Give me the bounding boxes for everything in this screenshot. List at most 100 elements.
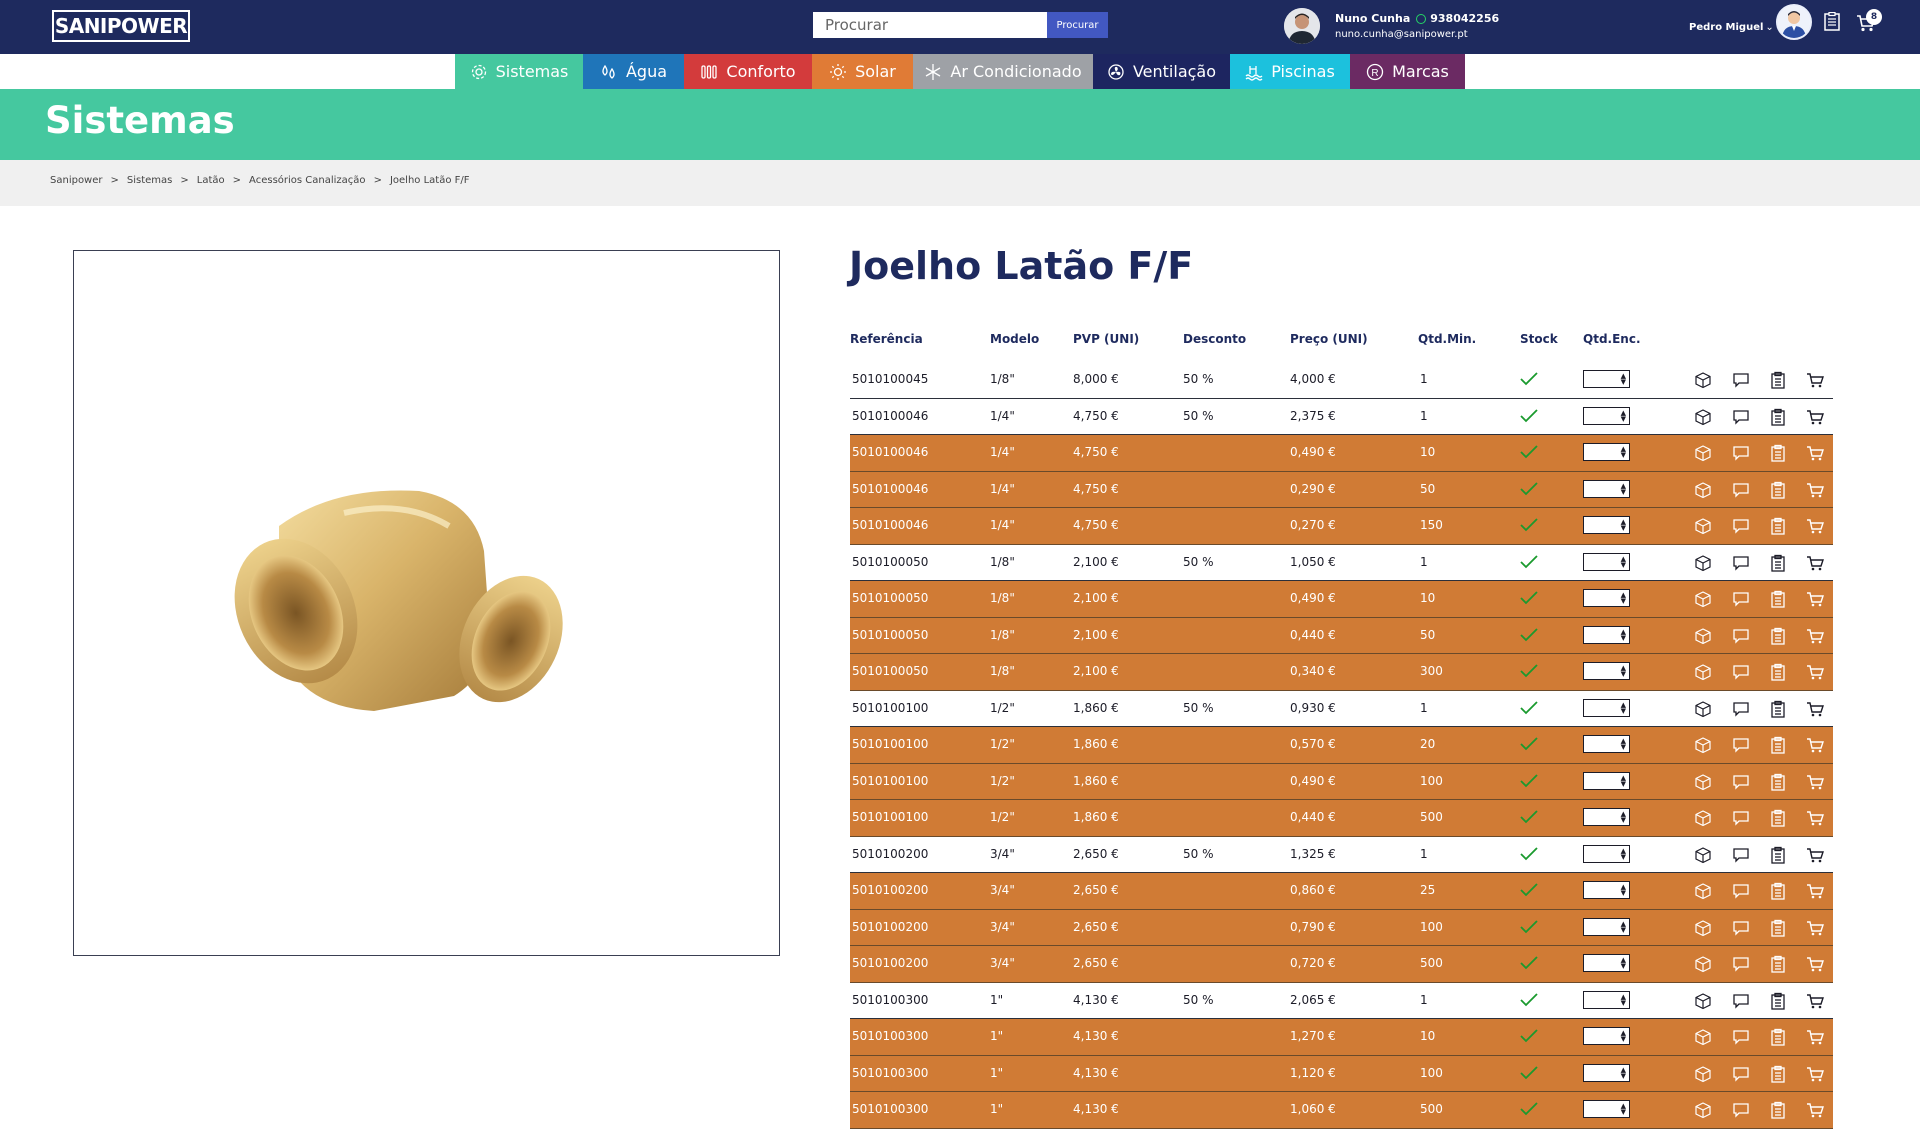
quantity-input[interactable]: ▲ ▼ <box>1583 990 1630 1009</box>
breadcrumb-item[interactable]: Acessórios Canalização <box>249 175 366 186</box>
package-icon[interactable] <box>1694 846 1712 864</box>
quantity-spinner-icon[interactable]: ▲ ▼ <box>1620 919 1626 934</box>
quantity-spinner-icon[interactable]: ▲ ▼ <box>1620 518 1626 532</box>
quantity-input[interactable]: ▲ ▼ <box>1583 735 1630 753</box>
comment-icon[interactable] <box>1732 663 1750 681</box>
package-icon[interactable] <box>1694 444 1712 462</box>
breadcrumb-item[interactable]: Sistemas <box>126 175 173 186</box>
clipboard-icon[interactable] <box>1769 1065 1787 1083</box>
quantity-input[interactable]: ▲ ▼ <box>1583 1027 1630 1045</box>
quantity-spinner-icon[interactable]: ▲ ▼ <box>1620 554 1626 569</box>
quantity-spinner-icon[interactable]: ▲ ▼ <box>1620 408 1626 423</box>
add-to-cart-icon[interactable] <box>1806 371 1824 389</box>
quantity-spinner-icon[interactable]: ▲ ▼ <box>1620 1029 1626 1043</box>
package-icon[interactable] <box>1694 408 1712 426</box>
package-icon[interactable] <box>1694 517 1712 535</box>
comment-icon[interactable] <box>1732 846 1750 864</box>
add-to-cart-icon[interactable] <box>1806 700 1824 718</box>
quantity-input[interactable]: ▲ ▼ <box>1583 552 1630 571</box>
package-icon[interactable] <box>1694 554 1712 572</box>
clipboard-icon[interactable] <box>1769 1028 1787 1046</box>
quantity-spinner-icon[interactable]: ▲ ▼ <box>1620 846 1626 861</box>
quantity-spinner-icon[interactable]: ▲ ▼ <box>1620 1065 1626 1080</box>
clipboard-list-icon[interactable] <box>1824 12 1840 31</box>
category-conforto[interactable]: Conforto <box>684 54 812 89</box>
user-avatar[interactable] <box>1776 4 1812 40</box>
quantity-spinner-icon[interactable]: ▲ ▼ <box>1620 883 1626 897</box>
quantity-input[interactable]: ▲ ▼ <box>1583 662 1630 680</box>
clipboard-icon[interactable] <box>1769 371 1787 389</box>
clipboard-icon[interactable] <box>1769 663 1787 681</box>
clipboard-icon[interactable] <box>1769 554 1787 572</box>
category-agua[interactable]: Água <box>583 54 684 89</box>
quantity-spinner-icon[interactable]: ▲ ▼ <box>1620 1102 1626 1116</box>
add-to-cart-icon[interactable] <box>1806 736 1824 754</box>
comment-icon[interactable] <box>1732 408 1750 426</box>
quantity-spinner-icon[interactable]: ▲ ▼ <box>1620 773 1626 788</box>
add-to-cart-icon[interactable] <box>1806 408 1824 426</box>
contact-phone[interactable]: 938042256 <box>1430 12 1500 25</box>
product-image[interactable] <box>73 250 780 956</box>
package-icon[interactable] <box>1694 1065 1712 1083</box>
clipboard-icon[interactable] <box>1769 700 1787 718</box>
category-piscinas[interactable]: Piscinas <box>1230 54 1350 89</box>
package-icon[interactable] <box>1694 627 1712 645</box>
add-to-cart-icon[interactable] <box>1806 846 1824 864</box>
quantity-input[interactable]: ▲ ▼ <box>1583 625 1630 644</box>
quantity-input[interactable]: ▲ ▼ <box>1583 589 1630 607</box>
clipboard-icon[interactable] <box>1769 736 1787 754</box>
quantity-input[interactable]: ▲ ▼ <box>1583 954 1630 972</box>
quantity-spinner-icon[interactable]: ▲ ▼ <box>1620 627 1626 642</box>
comment-icon[interactable] <box>1732 627 1750 645</box>
add-to-cart-icon[interactable] <box>1806 1101 1824 1119</box>
sanipower-logo[interactable]: SANIPOWER <box>52 10 190 42</box>
quantity-spinner-icon[interactable]: ▲ ▼ <box>1620 737 1626 751</box>
clipboard-icon[interactable] <box>1769 1101 1787 1119</box>
clipboard-icon[interactable] <box>1769 408 1787 426</box>
comment-icon[interactable] <box>1732 517 1750 535</box>
add-to-cart-icon[interactable] <box>1806 554 1824 572</box>
quantity-input[interactable]: ▲ ▼ <box>1583 479 1630 498</box>
quantity-spinner-icon[interactable]: ▲ ▼ <box>1620 992 1626 1007</box>
package-icon[interactable] <box>1694 955 1712 973</box>
clipboard-icon[interactable] <box>1769 809 1787 827</box>
search-input[interactable] <box>813 12 1048 38</box>
category-ventilacao[interactable]: Ventilação <box>1093 54 1230 89</box>
package-icon[interactable] <box>1694 992 1712 1010</box>
breadcrumb-item[interactable]: Sanipower <box>50 175 103 186</box>
clipboard-icon[interactable] <box>1769 590 1787 608</box>
comment-icon[interactable] <box>1732 736 1750 754</box>
quantity-spinner-icon[interactable]: ▲ ▼ <box>1620 445 1626 459</box>
add-to-cart-icon[interactable] <box>1806 773 1824 791</box>
add-to-cart-icon[interactable] <box>1806 444 1824 462</box>
comment-icon[interactable] <box>1732 955 1750 973</box>
comment-icon[interactable] <box>1732 919 1750 937</box>
quantity-input[interactable]: ▲ ▼ <box>1583 698 1630 717</box>
quantity-spinner-icon[interactable]: ▲ ▼ <box>1620 372 1626 386</box>
quantity-input[interactable]: ▲ ▼ <box>1583 1100 1630 1118</box>
package-icon[interactable] <box>1694 481 1712 499</box>
add-to-cart-icon[interactable] <box>1806 955 1824 973</box>
add-to-cart-icon[interactable] <box>1806 1028 1824 1046</box>
breadcrumb-item[interactable]: Latão <box>196 175 225 186</box>
add-to-cart-icon[interactable] <box>1806 809 1824 827</box>
add-to-cart-icon[interactable] <box>1806 517 1824 535</box>
quantity-spinner-icon[interactable]: ▲ ▼ <box>1620 481 1626 496</box>
add-to-cart-icon[interactable] <box>1806 1065 1824 1083</box>
clipboard-icon[interactable] <box>1769 627 1787 645</box>
clipboard-icon[interactable] <box>1769 955 1787 973</box>
quantity-spinner-icon[interactable]: ▲ ▼ <box>1620 664 1626 678</box>
comment-icon[interactable] <box>1732 554 1750 572</box>
comment-icon[interactable] <box>1732 444 1750 462</box>
quantity-spinner-icon[interactable]: ▲ ▼ <box>1620 700 1626 715</box>
comment-icon[interactable] <box>1732 809 1750 827</box>
clipboard-icon[interactable] <box>1769 992 1787 1010</box>
package-icon[interactable] <box>1694 736 1712 754</box>
add-to-cart-icon[interactable] <box>1806 882 1824 900</box>
quantity-input[interactable]: ▲ ▼ <box>1583 881 1630 899</box>
quantity-input[interactable]: ▲ ▼ <box>1583 771 1630 790</box>
comment-icon[interactable] <box>1732 992 1750 1010</box>
quantity-spinner-icon[interactable]: ▲ ▼ <box>1620 956 1626 970</box>
add-to-cart-icon[interactable] <box>1806 992 1824 1010</box>
package-icon[interactable] <box>1694 1101 1712 1119</box>
